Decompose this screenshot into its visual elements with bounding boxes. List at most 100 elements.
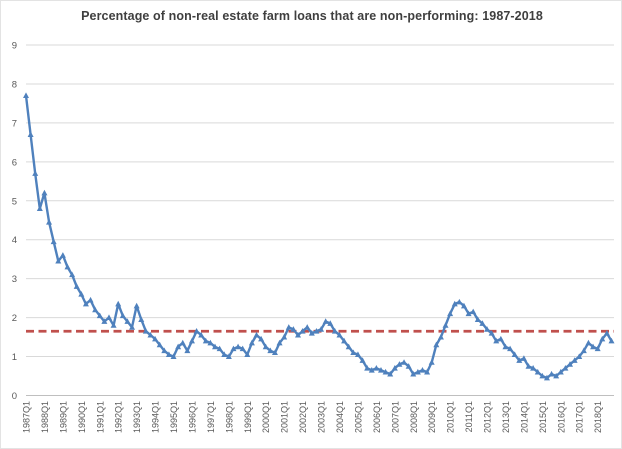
x-tick-label: 1989Q1 xyxy=(58,401,68,433)
data-point-marker xyxy=(304,324,311,330)
data-point-marker xyxy=(258,335,265,342)
data-point-marker xyxy=(285,324,292,330)
data-point-marker xyxy=(410,370,417,377)
data-point-marker xyxy=(198,331,205,338)
data-point-marker xyxy=(539,372,546,379)
x-tick-label: 1988Q1 xyxy=(40,401,50,433)
data-point-marker xyxy=(318,326,325,332)
x-tick-label: 2004Q1 xyxy=(335,401,345,433)
x-tick-label: 1999Q1 xyxy=(243,401,253,433)
data-point-marker xyxy=(253,331,260,338)
data-point-marker xyxy=(295,331,302,338)
data-point-marker xyxy=(235,343,242,350)
data-point-marker xyxy=(350,349,357,356)
data-point-marker xyxy=(488,329,495,336)
data-point-marker xyxy=(248,339,255,346)
x-tick-label: 1996Q1 xyxy=(187,401,197,433)
data-point-marker xyxy=(184,347,191,354)
data-point-marker xyxy=(124,318,131,324)
data-point-marker xyxy=(55,257,62,264)
data-point-marker xyxy=(69,271,76,278)
data-point-marker xyxy=(590,343,597,350)
data-point-marker xyxy=(377,366,384,373)
data-point-marker xyxy=(502,343,509,350)
data-point-marker xyxy=(548,370,555,377)
y-tick-label: 9 xyxy=(12,41,17,52)
x-tick-label: 2014Q1 xyxy=(519,401,529,433)
data-point-marker xyxy=(341,337,348,344)
data-point-marker xyxy=(239,345,246,352)
data-point-marker xyxy=(530,365,537,371)
data-point-marker xyxy=(170,353,177,359)
data-point-marker xyxy=(543,374,550,381)
data-point-marker xyxy=(87,296,94,303)
data-point-marker xyxy=(101,318,108,324)
data-point-marker xyxy=(331,328,338,334)
data-point-marker xyxy=(23,92,29,99)
x-tick-label: 2000Q1 xyxy=(261,401,271,433)
data-point-marker xyxy=(313,328,320,334)
x-tick-label: 2005Q1 xyxy=(353,401,363,433)
y-tick-label: 4 xyxy=(12,235,17,246)
data-point-marker xyxy=(216,345,223,352)
data-point-marker xyxy=(271,349,278,356)
data-point-marker xyxy=(110,322,117,328)
data-point-marker xyxy=(129,324,136,330)
x-tick-label: 2009Q1 xyxy=(427,401,437,433)
data-point-marker xyxy=(354,351,361,358)
x-tick-label: 1987Q1 xyxy=(22,401,32,433)
data-point-marker xyxy=(221,351,228,358)
data-point-marker xyxy=(433,341,440,348)
data-point-marker xyxy=(175,343,182,350)
x-tick-label: 1990Q1 xyxy=(77,401,87,433)
x-tick-label: 2007Q1 xyxy=(390,401,400,433)
data-point-marker xyxy=(534,368,541,375)
data-point-marker xyxy=(470,308,477,315)
data-point-marker xyxy=(359,357,366,363)
x-tick-label: 2018Q1 xyxy=(593,401,603,433)
data-point-marker xyxy=(419,366,426,373)
data-point-marker xyxy=(262,343,269,350)
data-point-marker xyxy=(32,170,39,176)
data-point-marker xyxy=(156,341,163,348)
data-point-marker xyxy=(276,339,283,346)
data-point-marker xyxy=(188,337,195,344)
data-point-marker xyxy=(281,333,288,340)
x-tick-label: 1998Q1 xyxy=(224,401,234,433)
data-point-marker xyxy=(387,370,394,377)
x-tick-label: 1995Q1 xyxy=(169,401,179,433)
x-tick-label: 1993Q1 xyxy=(132,401,142,433)
data-point-marker xyxy=(585,339,592,346)
data-point-marker xyxy=(230,345,237,352)
data-point-marker xyxy=(119,312,126,319)
x-tick-label: 2003Q1 xyxy=(317,401,327,433)
data-point-marker xyxy=(202,337,209,344)
data-point-marker xyxy=(142,328,149,334)
data-point-marker xyxy=(161,347,168,354)
x-tick-label: 1991Q1 xyxy=(95,401,105,433)
data-point-marker xyxy=(484,326,491,332)
x-tick-label: 2015Q1 xyxy=(538,401,548,433)
data-point-marker xyxy=(50,238,57,245)
data-point-marker xyxy=(567,361,574,367)
data-point-marker xyxy=(36,205,43,211)
data-point-marker xyxy=(580,347,587,354)
data-point-marker xyxy=(244,351,251,358)
data-point-marker xyxy=(557,368,564,375)
data-point-marker xyxy=(562,365,569,371)
x-tick-label: 2017Q1 xyxy=(575,401,585,433)
data-point-marker xyxy=(73,283,80,289)
data-point-marker xyxy=(322,318,329,324)
data-point-marker xyxy=(64,263,71,270)
data-point-marker xyxy=(465,310,472,317)
data-point-marker xyxy=(345,343,352,350)
data-point-marker xyxy=(474,316,481,322)
x-tick-label: 1992Q1 xyxy=(114,401,124,433)
data-point-marker xyxy=(290,326,297,332)
x-tick-label: 2002Q1 xyxy=(298,401,308,433)
data-point-marker xyxy=(511,351,518,358)
data-point-marker xyxy=(105,314,112,321)
x-tick-label: 1994Q1 xyxy=(151,401,161,433)
data-point-marker xyxy=(96,312,103,319)
